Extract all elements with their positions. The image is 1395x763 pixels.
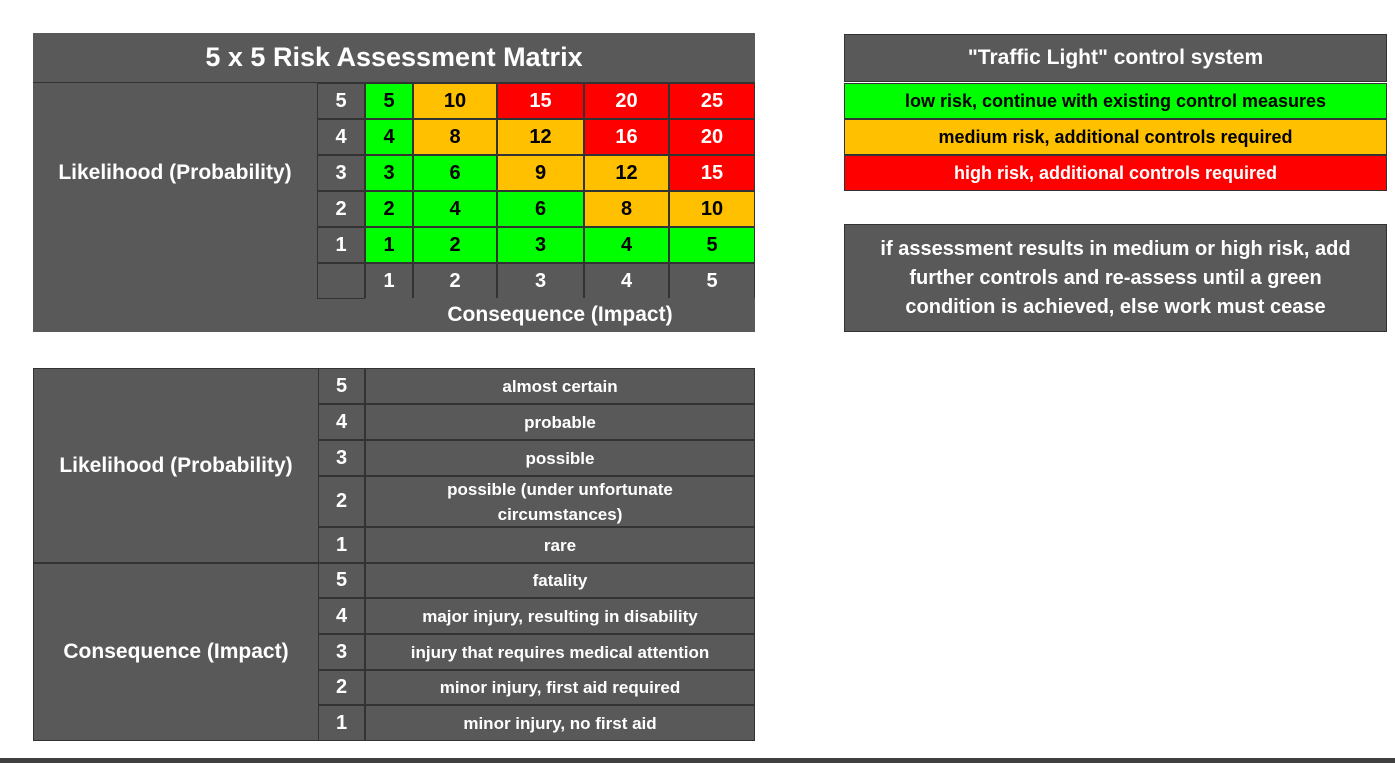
matrix-consequence-label: Consequence (Impact) <box>365 298 755 332</box>
legend-likelihood-text: rare <box>365 527 755 563</box>
matrix-cell: 3 <box>365 155 413 191</box>
legend-consequence-text: injury that requires medical attention <box>365 634 755 670</box>
legend-likelihood-number: 4 <box>318 404 365 440</box>
legend-consequence-number: 5 <box>318 563 365 598</box>
matrix-cell: 10 <box>669 191 755 227</box>
matrix-cell: 16 <box>584 119 669 155</box>
legend-likelihood-text: probable <box>365 404 755 440</box>
legend-likelihood-text: possible <box>365 440 755 476</box>
matrix-title: 5 x 5 Risk Assessment Matrix <box>33 33 755 83</box>
matrix-row-number: 4 <box>317 119 365 155</box>
traffic-low-risk: low risk, continue with existing control… <box>844 83 1387 119</box>
matrix-row-number: 1 <box>317 227 365 263</box>
legend-likelihood-number: 1 <box>318 527 365 563</box>
matrix-col-number: 4 <box>584 263 669 299</box>
legend-consequence-number: 4 <box>318 598 365 634</box>
traffic-high-risk: high risk, additional controls required <box>844 155 1387 191</box>
legend-consequence-number: 2 <box>318 670 365 705</box>
matrix-cell: 1 <box>365 227 413 263</box>
legend-likelihood-number: 5 <box>318 368 365 404</box>
matrix-cell: 6 <box>497 191 584 227</box>
matrix-col-number: 5 <box>669 263 755 299</box>
matrix-cell: 12 <box>584 155 669 191</box>
matrix-cell: 8 <box>413 119 497 155</box>
matrix-col-number: 2 <box>413 263 497 299</box>
matrix-corner-cell <box>317 263 365 299</box>
matrix-cell: 15 <box>669 155 755 191</box>
matrix-cell: 8 <box>584 191 669 227</box>
legend-likelihood-number: 2 <box>318 476 365 527</box>
matrix-cell: 10 <box>413 83 497 119</box>
legend-likelihood-text: almost certain <box>365 368 755 404</box>
legend-consequence-number: 3 <box>318 634 365 670</box>
traffic-note: if assessment results in medium or high … <box>844 224 1387 332</box>
bottom-rule <box>0 758 1395 763</box>
legend-consequence-number: 1 <box>318 705 365 741</box>
matrix-cell: 20 <box>669 119 755 155</box>
matrix-cell: 3 <box>497 227 584 263</box>
matrix-cell: 6 <box>413 155 497 191</box>
matrix-cell: 25 <box>669 83 755 119</box>
matrix-cell: 4 <box>365 119 413 155</box>
matrix-cell: 4 <box>413 191 497 227</box>
matrix-cell: 15 <box>497 83 584 119</box>
legend-likelihood-text: possible (under unfortunate circumstance… <box>365 476 755 527</box>
matrix-col-number: 1 <box>365 263 413 299</box>
matrix-cell: 9 <box>497 155 584 191</box>
matrix-row-number: 5 <box>317 83 365 119</box>
matrix-row-number: 3 <box>317 155 365 191</box>
matrix-cell: 4 <box>584 227 669 263</box>
legend-consequence-text: fatality <box>365 563 755 598</box>
traffic-title: "Traffic Light" control system <box>844 34 1387 82</box>
legend-likelihood-label: Likelihood (Probability) <box>33 368 318 563</box>
legend-consequence-text: minor injury, no first aid <box>365 705 755 741</box>
matrix-likelihood-label: Likelihood (Probability) <box>33 83 317 263</box>
matrix-cell: 2 <box>365 191 413 227</box>
matrix-cell: 12 <box>497 119 584 155</box>
matrix-cell: 2 <box>413 227 497 263</box>
matrix-cell: 5 <box>669 227 755 263</box>
matrix-col-number: 3 <box>497 263 584 299</box>
legend-likelihood-number: 3 <box>318 440 365 476</box>
legend-consequence-label: Consequence (Impact) <box>33 563 318 741</box>
matrix-cell: 20 <box>584 83 669 119</box>
legend-consequence-text: major injury, resulting in disability <box>365 598 755 634</box>
traffic-medium-risk: medium risk, additional controls require… <box>844 119 1387 155</box>
matrix-row-number: 2 <box>317 191 365 227</box>
legend-consequence-text: minor injury, first aid required <box>365 670 755 705</box>
matrix-cell: 5 <box>365 83 413 119</box>
